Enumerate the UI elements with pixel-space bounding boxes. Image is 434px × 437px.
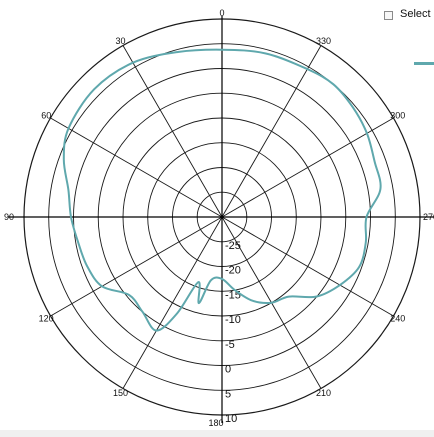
- angle-tick-label: 120: [39, 314, 54, 324]
- series-point: [155, 330, 157, 332]
- series-point: [366, 132, 368, 134]
- radial-labels: -25 -20 -15 -10 -5 0 5 10: [225, 240, 241, 425]
- legend-series-swatch: [414, 62, 434, 65]
- series-point: [210, 279, 212, 281]
- series-point: [176, 312, 178, 315]
- series-point: [141, 311, 144, 313]
- series-point: [316, 295, 318, 298]
- series-point: [374, 160, 376, 163]
- series-point: [177, 51, 179, 53]
- angle-tick-label: 150: [113, 388, 128, 398]
- series-point: [288, 296, 290, 298]
- series-layer: [62, 48, 382, 332]
- series-point: [332, 83, 334, 85]
- grid-spoke: [221, 45, 322, 218]
- radial-tick-label: -20: [225, 265, 241, 277]
- series-point: [365, 241, 367, 243]
- radial-tick-label: -5: [225, 339, 235, 351]
- series-point: [63, 158, 65, 160]
- series-point: [128, 294, 130, 296]
- series-point: [352, 106, 354, 108]
- series-point: [67, 189, 69, 191]
- angle-tick-label: 60: [41, 111, 51, 121]
- radial-tick-label: -15: [225, 289, 241, 301]
- grid-spoke: [122, 216, 223, 389]
- series-point: [198, 302, 200, 304]
- angle-tick-label: 240: [390, 314, 405, 324]
- angle-tick-label: 270: [423, 212, 434, 222]
- series-point: [70, 216, 72, 218]
- series-line: [62, 48, 382, 332]
- series-point: [265, 52, 267, 55]
- series-point: [234, 289, 236, 291]
- grid-spoke: [122, 45, 223, 218]
- angle-tick-label: 210: [316, 388, 331, 398]
- series-point: [67, 127, 70, 129]
- series-point: [365, 216, 368, 218]
- angle-tick-label: 0: [219, 8, 224, 18]
- series-point: [379, 188, 381, 190]
- series-point: [77, 241, 79, 243]
- series-point: [197, 281, 199, 283]
- radial-tick-label: 5: [225, 388, 231, 400]
- series-point: [221, 49, 223, 51]
- radial-tick-label: 10: [225, 413, 237, 425]
- angle-labels: 0 30 60 90 120 150 180 210 240 270 300 330: [4, 8, 434, 428]
- series-point: [270, 302, 273, 304]
- select-checkbox[interactable]: [384, 11, 393, 20]
- radial-tick-label: -25: [225, 240, 241, 252]
- series-point: [221, 278, 223, 280]
- horizontal-scrollbar[interactable]: [0, 430, 434, 437]
- series-point: [86, 265, 88, 267]
- polar-grid: [8, 16, 434, 423]
- radial-tick-label: -10: [225, 314, 241, 326]
- angle-tick-label: 330: [316, 36, 331, 46]
- angle-tick-label: 90: [4, 212, 14, 222]
- series-point: [306, 68, 308, 70]
- angle-tick-label: 300: [390, 111, 405, 121]
- grid-spoke: [221, 216, 394, 317]
- angle-tick-label: 30: [115, 36, 125, 46]
- radial-tick-label: 0: [225, 364, 231, 376]
- series-point: [101, 285, 103, 287]
- series-point: [251, 300, 254, 302]
- series-point: [93, 88, 95, 90]
- grid-spoke: [50, 117, 223, 218]
- series-point: [339, 284, 341, 286]
- angle-tick-label: 180: [208, 418, 223, 428]
- grid-spoke: [221, 117, 394, 218]
- series-point: [358, 266, 360, 268]
- series-point: [132, 62, 134, 64]
- grid-spoke: [50, 216, 223, 317]
- select-label: Select: [400, 8, 431, 20]
